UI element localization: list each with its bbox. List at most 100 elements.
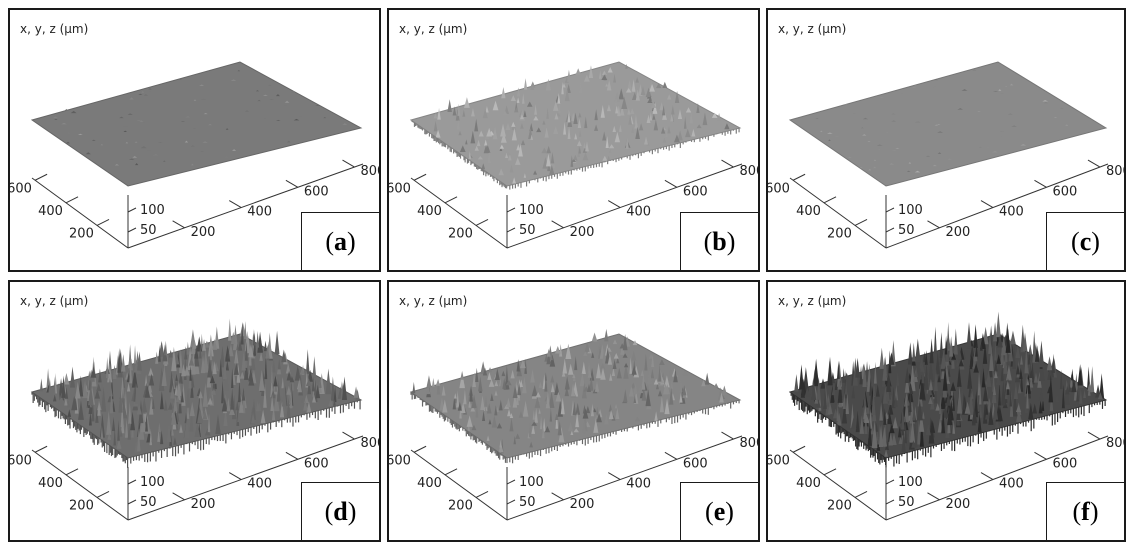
z-tick-label: 50 (519, 495, 536, 510)
surface-spike (912, 343, 915, 362)
surface-spike (134, 345, 136, 363)
y-tick (445, 197, 457, 203)
surface-spike (592, 333, 598, 342)
surface-spike (264, 341, 267, 351)
panel-a: x, y, z (µm) 20040060080020040060050100 … (8, 8, 381, 272)
x-tick (608, 473, 620, 480)
z-tick (507, 208, 515, 212)
surface-base (790, 62, 1106, 186)
surface-spike (501, 87, 505, 98)
surface-spike (256, 331, 259, 348)
y-tick-label: 400 (417, 476, 442, 491)
surface-spike (412, 382, 415, 393)
surface-spike (275, 331, 280, 355)
x-tick-label: 200 (191, 225, 216, 240)
z-tick (128, 500, 136, 504)
x-tick-label: 200 (570, 497, 595, 512)
surface-spike (426, 375, 431, 387)
y-tick-label: 400 (796, 476, 821, 491)
surface-spike (555, 346, 561, 353)
surface-spike (436, 379, 440, 385)
y-tick-label: 400 (417, 204, 442, 219)
surface-spike (662, 82, 667, 88)
surface-spike (70, 367, 75, 388)
y-tick (414, 446, 426, 452)
z-tick (886, 208, 894, 212)
surface-spike (128, 354, 133, 368)
x-tick (722, 432, 734, 439)
x-tick-label: 400 (247, 205, 272, 220)
x-tick-label: 400 (999, 205, 1024, 220)
z-tick (128, 228, 136, 232)
y-tick (97, 219, 109, 225)
x-tick (173, 221, 185, 228)
surface-spike (1028, 344, 1032, 354)
x-tick (981, 473, 993, 480)
y-tick (66, 197, 78, 203)
x-tick (552, 221, 564, 228)
x-tick (927, 493, 939, 500)
y-tick (35, 446, 47, 452)
x-tick-label: 400 (247, 477, 272, 492)
surface-spike (575, 68, 581, 75)
surface-spike (604, 329, 608, 342)
surface-spike (40, 378, 43, 391)
x-tick-label: 600 (1052, 456, 1077, 471)
x-tick-label: 800 (361, 436, 381, 451)
x-tick (1034, 452, 1046, 459)
surface-spike (934, 327, 937, 354)
z-tick-label: 50 (140, 223, 157, 238)
surface-spike (1010, 331, 1016, 345)
z-tick-label: 50 (898, 223, 915, 238)
x-tick (343, 432, 355, 439)
surface-spike (306, 349, 310, 374)
z-tick-label: 100 (519, 203, 544, 218)
panel-label-b: (b) (680, 212, 758, 270)
y-tick-label: 600 (389, 181, 411, 196)
x-tick-label: 800 (740, 436, 760, 451)
z-tick (507, 228, 515, 232)
y-tick-label: 400 (38, 204, 63, 219)
z-tick-label: 50 (519, 223, 536, 238)
z-tick (886, 500, 894, 504)
z-tick (128, 480, 136, 484)
x-tick (608, 201, 620, 208)
x-tick (343, 160, 355, 167)
x-tick (173, 493, 185, 500)
x-tick (665, 452, 677, 459)
x-tick (927, 221, 939, 228)
x-tick-label: 800 (361, 164, 381, 179)
z-tick-label: 50 (898, 495, 915, 510)
surface-spike (460, 371, 464, 380)
surface-spike (705, 373, 709, 385)
surface-spike (106, 357, 109, 378)
x-tick (981, 201, 993, 208)
surface-spike (524, 78, 527, 89)
x-tick-label: 600 (683, 456, 708, 471)
z-tick-label: 100 (519, 475, 544, 490)
x-tick-label: 400 (999, 477, 1024, 492)
x-tick (286, 180, 298, 187)
surface-spike (312, 356, 316, 378)
surface-spike (940, 332, 944, 358)
surface-spike (879, 348, 884, 369)
z-tick-label: 100 (898, 475, 923, 490)
x-tick (1088, 432, 1100, 439)
y-tick (476, 491, 488, 497)
y-tick-label: 200 (827, 226, 852, 241)
surface-spike (464, 97, 470, 108)
panel-c: x, y, z (µm) 20040060080020040060050100 … (766, 8, 1126, 272)
x-tick-label: 600 (304, 184, 329, 199)
surface-spike (799, 364, 804, 389)
y-tick (824, 197, 836, 203)
surface-spike (1047, 356, 1052, 370)
y-tick (855, 491, 867, 497)
x-tick-label: 200 (570, 225, 595, 240)
z-tick-label: 100 (898, 203, 923, 218)
surface-spike (954, 328, 958, 354)
y-tick-label: 200 (448, 498, 473, 513)
surface-spike (930, 338, 934, 363)
surface-spike (908, 342, 913, 364)
panel-b: x, y, z (µm) 20040060080020040060050100 … (387, 8, 760, 272)
surface-base (32, 62, 361, 186)
